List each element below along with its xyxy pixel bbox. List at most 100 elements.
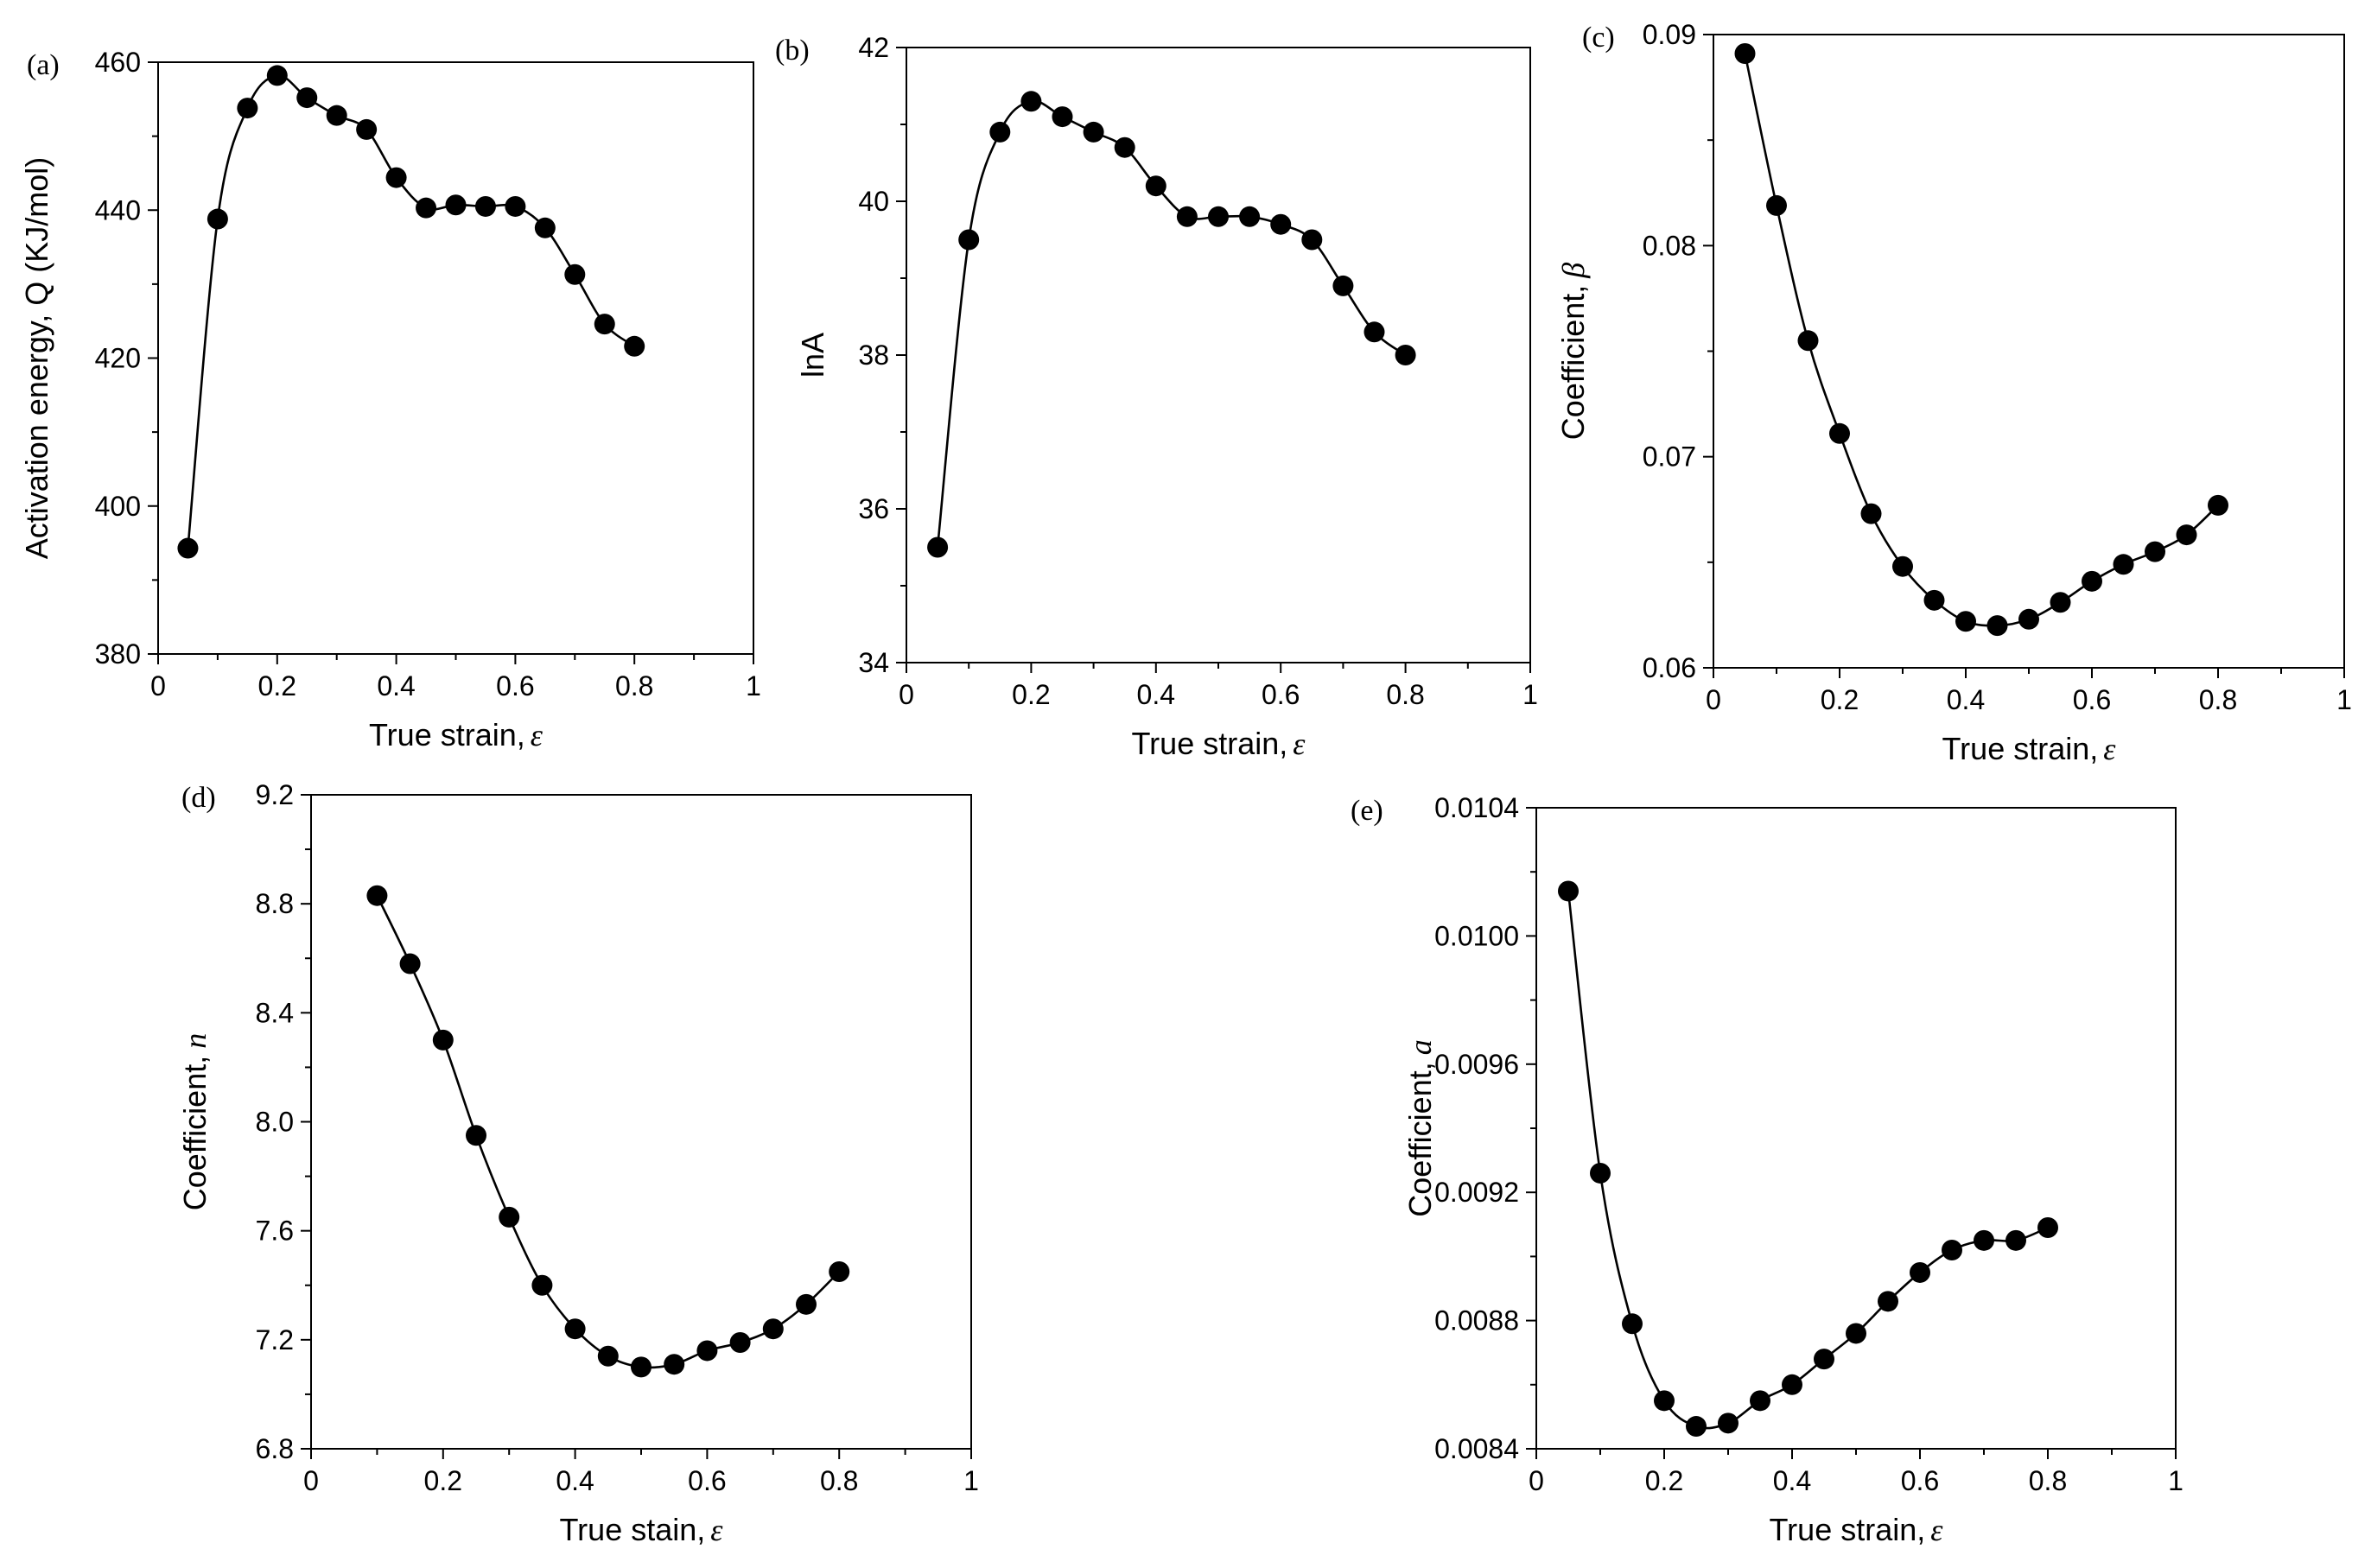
x-tick-label: 0.4 xyxy=(377,670,415,701)
data-point xyxy=(2082,570,2102,592)
x-tick-label: 1 xyxy=(1522,679,1538,710)
y-tick-label: 0.06 xyxy=(1643,652,1696,683)
data-point xyxy=(1942,1239,1962,1260)
x-tick-label: 0 xyxy=(1529,1465,1544,1496)
x-tick-label: 0.6 xyxy=(496,670,534,701)
y-tick-label: 0.0104 xyxy=(1434,792,1519,823)
y-tick-label: 8.8 xyxy=(256,888,294,919)
data-point xyxy=(1718,1412,1739,1434)
x-axis-label-text: True strain, xyxy=(1132,726,1288,761)
y-tick-label: 0.0096 xyxy=(1434,1049,1519,1080)
x-axis-label: True strain, ε xyxy=(1770,1512,1944,1547)
data-point xyxy=(762,1318,784,1340)
data-point xyxy=(399,953,421,974)
data-point xyxy=(1955,611,1976,632)
x-tick-label: 0 xyxy=(150,670,166,701)
data-point xyxy=(696,1340,718,1362)
x-tick-label: 0.6 xyxy=(2073,684,2111,715)
fit-curve xyxy=(936,99,1407,548)
chart-panel-3: (c) 0 0.2 0.4 0.6 0.8 1 0.06 0.07 0.08 0.09 True st… xyxy=(1555,19,2352,766)
data-point xyxy=(1590,1162,1611,1184)
x-tick-label: 0.2 xyxy=(258,670,296,701)
y-tick-label: 34 xyxy=(858,647,889,678)
x-tick-label: 0.8 xyxy=(1386,679,1424,710)
y-axis-label-text: Coefficient, xyxy=(1402,1062,1438,1216)
panel-label: (b) xyxy=(775,35,810,67)
data-point xyxy=(385,167,407,188)
chart-panel-5: (e) 0 0.2 0.4 0.6 0.8 1 0.0084 0.0088 0.0092 0.009… xyxy=(1351,792,2183,1547)
data-point xyxy=(2005,1229,2026,1251)
data-point xyxy=(1083,121,1104,143)
y-axis-label-text: lnA xyxy=(795,333,830,378)
data-point xyxy=(1239,206,1261,227)
x-axis-label: True strain, ε xyxy=(369,717,543,752)
x-axis-label-text: True stain, xyxy=(560,1512,706,1547)
data-point xyxy=(958,229,980,251)
data-point xyxy=(1782,1374,1802,1395)
y-axis-label-text: Coefficient, xyxy=(1555,285,1591,440)
data-point xyxy=(1176,206,1198,227)
y-tick-label: 460 xyxy=(95,47,141,78)
data-point xyxy=(927,536,949,558)
fit-curve xyxy=(1567,891,2049,1430)
data-point xyxy=(1750,1390,1770,1412)
data-point xyxy=(356,118,378,140)
data-point xyxy=(266,65,288,86)
data-point xyxy=(177,537,199,559)
data-point xyxy=(1846,1323,1866,1344)
x-tick-label: 0.2 xyxy=(1645,1465,1683,1496)
x-tick-label: 0 xyxy=(1706,684,1721,715)
panel-label: (d) xyxy=(181,782,216,814)
data-point xyxy=(597,1345,619,1367)
data-point xyxy=(416,197,437,219)
y-tick-label: 400 xyxy=(95,491,141,522)
data-point xyxy=(2208,494,2228,516)
y-tick-label: 0.07 xyxy=(1643,441,1696,473)
data-point xyxy=(796,1293,817,1315)
y-tick-label: 0.09 xyxy=(1643,19,1696,50)
data-point xyxy=(1654,1390,1675,1412)
data-point xyxy=(1270,213,1292,235)
x-axis-symbol: ε xyxy=(1293,727,1306,761)
data-point xyxy=(531,1274,553,1296)
data-point xyxy=(1301,229,1323,251)
data-point xyxy=(296,87,318,109)
data-point xyxy=(564,263,586,285)
x-tick-label: 0.6 xyxy=(1262,679,1300,710)
data-point xyxy=(499,1206,520,1228)
data-point xyxy=(664,1354,685,1375)
data-point xyxy=(1860,503,1882,524)
data-point xyxy=(829,1260,850,1282)
data-point xyxy=(1892,555,1913,577)
plot-frame xyxy=(1713,34,2345,669)
data-point xyxy=(1020,91,1042,112)
data-point xyxy=(432,1029,454,1051)
plot-frame xyxy=(310,794,972,1450)
y-tick-label: 0.0088 xyxy=(1434,1305,1519,1336)
y-tick-label: 40 xyxy=(858,186,889,217)
data-point xyxy=(466,1125,486,1146)
plot-frame xyxy=(1535,807,2177,1450)
y-axis-label: Coefficient, β xyxy=(1555,263,1591,440)
data-point xyxy=(1332,275,1354,296)
data-point xyxy=(1622,1313,1643,1335)
y-tick-label: 0.0084 xyxy=(1434,1433,1519,1464)
x-tick-label: 0.4 xyxy=(1773,1465,1811,1496)
data-point xyxy=(534,217,556,238)
data-point xyxy=(1814,1349,1834,1370)
x-tick-label: 0.8 xyxy=(615,670,653,701)
x-axis-label-text: True strain, xyxy=(1942,731,2099,766)
data-point xyxy=(624,335,645,357)
x-axis-label: True stain, ε xyxy=(560,1512,724,1547)
data-point xyxy=(2176,524,2197,546)
plot-frame xyxy=(157,61,754,655)
data-point xyxy=(2037,1217,2058,1239)
y-axis-symbol: β xyxy=(1556,263,1591,279)
y-tick-label: 9.2 xyxy=(256,779,294,810)
x-axis-label-text: True strain, xyxy=(1770,1512,1926,1547)
chart-panel-4: (d) 0 0.2 0.4 0.6 0.8 1 6.8 7.2 7.6 8.0 8.4 8.8 9.2 Tr… xyxy=(177,779,979,1547)
y-axis-symbol: n xyxy=(178,1033,213,1049)
data-point xyxy=(1558,880,1579,902)
x-axis-symbol: ε xyxy=(2103,732,2116,766)
